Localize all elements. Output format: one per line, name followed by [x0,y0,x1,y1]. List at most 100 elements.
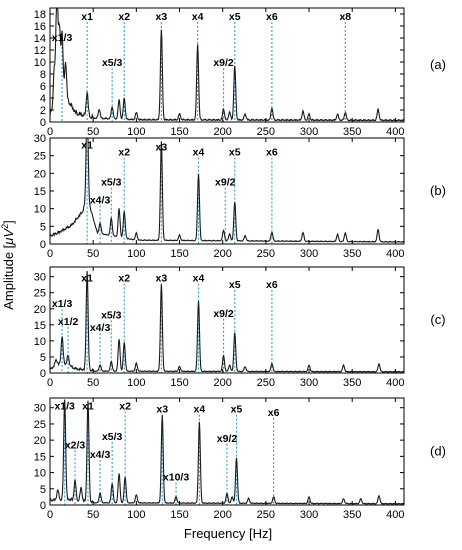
harmonic-label: x9/2 [213,308,234,320]
y-tick-label: 25 [34,288,46,300]
x-tick-label: 50 [87,126,99,138]
x-tick-label: 400 [386,126,404,138]
y-tick-label: 10 [34,204,46,216]
plot-frame [49,397,405,506]
y-tick-label: 15 [34,451,46,463]
y-tick-label: 4 [40,93,46,105]
y-tick-label: 25 [34,419,46,431]
y-tick-label: 0 [40,368,46,380]
x-tick-label: 200 [214,248,232,260]
x-tick-label: 0 [47,377,53,389]
harmonic-label: x1/3 [52,32,73,44]
harmonic-label: x3 [156,404,168,416]
panel-label: (a) [430,57,446,72]
x-tick-label: 50 [87,377,99,389]
harmonic-label: x4/3 [90,322,111,334]
harmonic-label: x9/2 [217,433,238,445]
y-axis-label-prefix: Amplitude [ [1,244,16,309]
harmonic-label: x4/3 [90,194,111,206]
x-tick-label: 250 [257,377,275,389]
y-tick-label: 0 [40,500,46,512]
y-tick-label: 0 [40,239,46,251]
harmonic-label: x4 [193,147,205,159]
x-axis-label: Frequency [Hz] [184,526,272,541]
x-tick-label: 200 [214,509,232,521]
x-tick-label: 400 [386,509,404,521]
harmonic-label: x6 [266,147,278,159]
y-tick-label: 5 [40,352,46,364]
panel-label: (d) [430,444,446,459]
x-tick-label: 50 [87,509,99,521]
x-tick-label: 300 [300,126,318,138]
harmonic-label: x2/3 [65,439,86,451]
panel-label: (b) [430,183,446,198]
x-tick-label: 350 [343,126,361,138]
x-tick-label: 200 [214,377,232,389]
y-tick-label: 0 [40,117,46,129]
harmonic-label: x4 [193,272,205,284]
harmonic-label: x1/3 [52,298,73,310]
y-tick-label: 15 [34,320,46,332]
x-tick-label: 0 [47,248,53,260]
x-tick-label: 200 [214,126,232,138]
plot-frame [49,266,405,374]
y-tick-label: 5 [40,484,46,496]
harmonic-label: x1 [81,140,93,152]
x-tick-label: 100 [127,377,145,389]
y-tick-label: 20 [34,435,46,447]
spectrum-line [49,270,405,373]
y-tick-label: 25 [34,151,46,163]
x-tick-label: 250 [257,126,275,138]
harmonic-label: x1 [82,400,94,412]
y-tick-label: 10 [34,468,46,480]
harmonic-label: x10/3 [163,472,189,484]
x-tick-label: 0 [47,509,53,521]
harmonic-label: x5/3 [101,177,122,189]
harmonic-label: x4/3 [90,449,111,461]
harmonic-label: x9/2 [213,57,234,69]
harmonic-label: x3 [156,141,168,153]
x-tick-label: 350 [343,509,361,521]
y-tick-label: 20 [34,168,46,180]
x-tick-label: 250 [257,248,275,260]
y-tick-label: 30 [34,133,46,145]
x-tick-label: 100 [127,509,145,521]
plot-frame [49,7,405,123]
y-tick-label: 12 [34,45,46,57]
harmonic-label: x5 [231,404,243,416]
harmonic-label: x5 [229,147,241,159]
y-axis-label-v: V [1,228,16,238]
spectrum-line [49,137,405,243]
y-tick-label: 15 [34,186,46,198]
harmonic-label: x5/3 [102,431,123,443]
harmonic-label: x6 [268,407,280,419]
x-tick-label: 150 [170,248,188,260]
y-tick-label: 14 [34,33,46,45]
spectrum-line [49,7,405,122]
harmonic-label: x4 [192,11,204,23]
y-axis-label-suffix: ] [1,220,16,224]
y-axis-label-exp: 2 [0,224,10,229]
x-tick-label: 300 [300,377,318,389]
x-tick-label: 150 [170,126,188,138]
harmonic-label: x1/2 [58,316,79,328]
x-tick-label: 0 [47,126,53,138]
panel-label: (c) [430,312,445,327]
x-tick-label: 400 [386,377,404,389]
y-tick-label: 10 [34,57,46,69]
harmonic-label: x2 [119,400,131,412]
y-tick-label: 6 [40,81,46,93]
harmonic-label: x3 [156,272,168,284]
harmonic-label: x2 [118,147,130,159]
harmonic-label: x1 [81,272,93,284]
harmonic-label: x6 [266,279,278,291]
harmonic-label: x5 [229,279,241,291]
x-tick-label: 150 [170,377,188,389]
plot-frame [49,137,405,245]
y-axis-label-mu: μ [1,238,16,246]
x-tick-label: 350 [343,377,361,389]
